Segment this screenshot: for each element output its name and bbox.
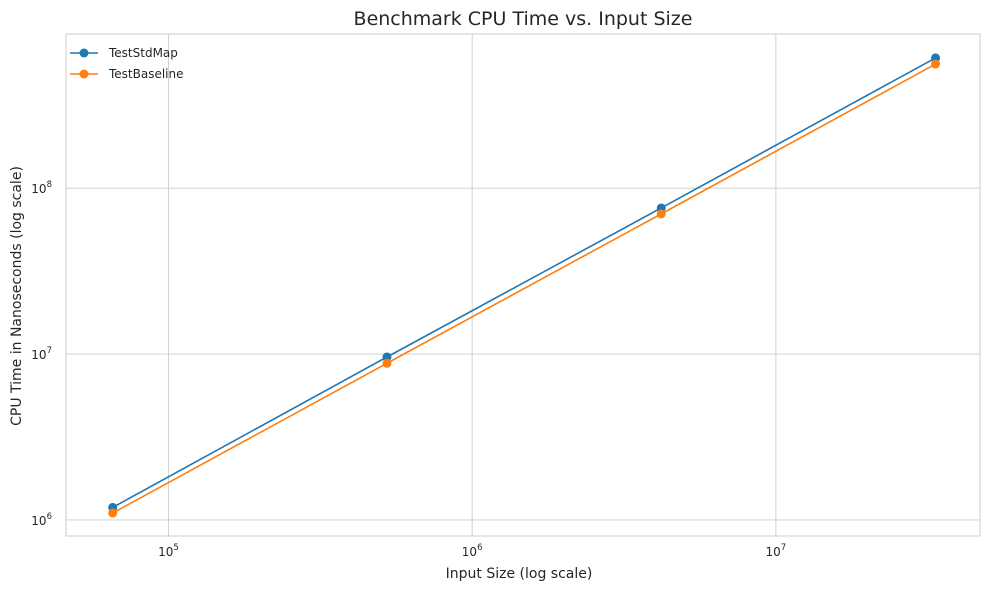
x-axis-ticks: 105 106 107	[158, 543, 786, 559]
data-point-teststdmap	[931, 53, 941, 63]
y-tick-base: 10	[31, 514, 46, 528]
data-point-testbaseline	[656, 209, 666, 219]
x-tick-label: 106	[462, 543, 483, 559]
y-axis-label: CPU Time in Nanoseconds (log scale)	[9, 166, 25, 426]
x-tick-exponent: 7	[781, 543, 786, 553]
legend: TestStdMap TestBaseline	[70, 46, 184, 81]
legend-marker-testbaseline	[79, 69, 89, 79]
chart-title: Benchmark CPU Time vs. Input Size	[354, 8, 693, 30]
y-tick-base: 10	[31, 348, 46, 362]
legend-label-teststdmap: TestStdMap	[108, 46, 178, 60]
y-tick-label: 107	[31, 346, 52, 362]
y-tick-exponent: 8	[47, 180, 52, 190]
x-tick-base: 10	[158, 545, 173, 559]
y-tick-exponent: 6	[47, 512, 52, 522]
data-point-testbaseline	[108, 508, 118, 518]
legend-marker-teststdmap	[79, 48, 89, 58]
data-point-teststdmap	[382, 352, 392, 362]
x-tick-exponent: 5	[173, 543, 178, 553]
data-point-testbaseline	[931, 59, 941, 69]
grid	[66, 34, 980, 536]
x-tick-base: 10	[462, 545, 477, 559]
series-line-teststdmap	[112, 57, 936, 509]
x-tick-exponent: 6	[477, 543, 482, 553]
y-tick-label: 108	[31, 180, 52, 196]
x-axis-label: Input Size (log scale)	[446, 566, 593, 582]
series-line-testbaseline	[112, 63, 936, 514]
y-tick-base: 10	[31, 182, 46, 196]
x-tick-base: 10	[766, 545, 781, 559]
x-tick-label: 105	[158, 543, 179, 559]
plot-frame	[65, 33, 981, 537]
legend-label-testbaseline: TestBaseline	[108, 67, 184, 81]
x-tick-label: 107	[766, 543, 787, 559]
series-layer	[108, 53, 941, 518]
data-point-testbaseline	[382, 358, 392, 368]
y-tick-exponent: 7	[47, 346, 52, 356]
y-tick-label: 106	[31, 512, 52, 528]
